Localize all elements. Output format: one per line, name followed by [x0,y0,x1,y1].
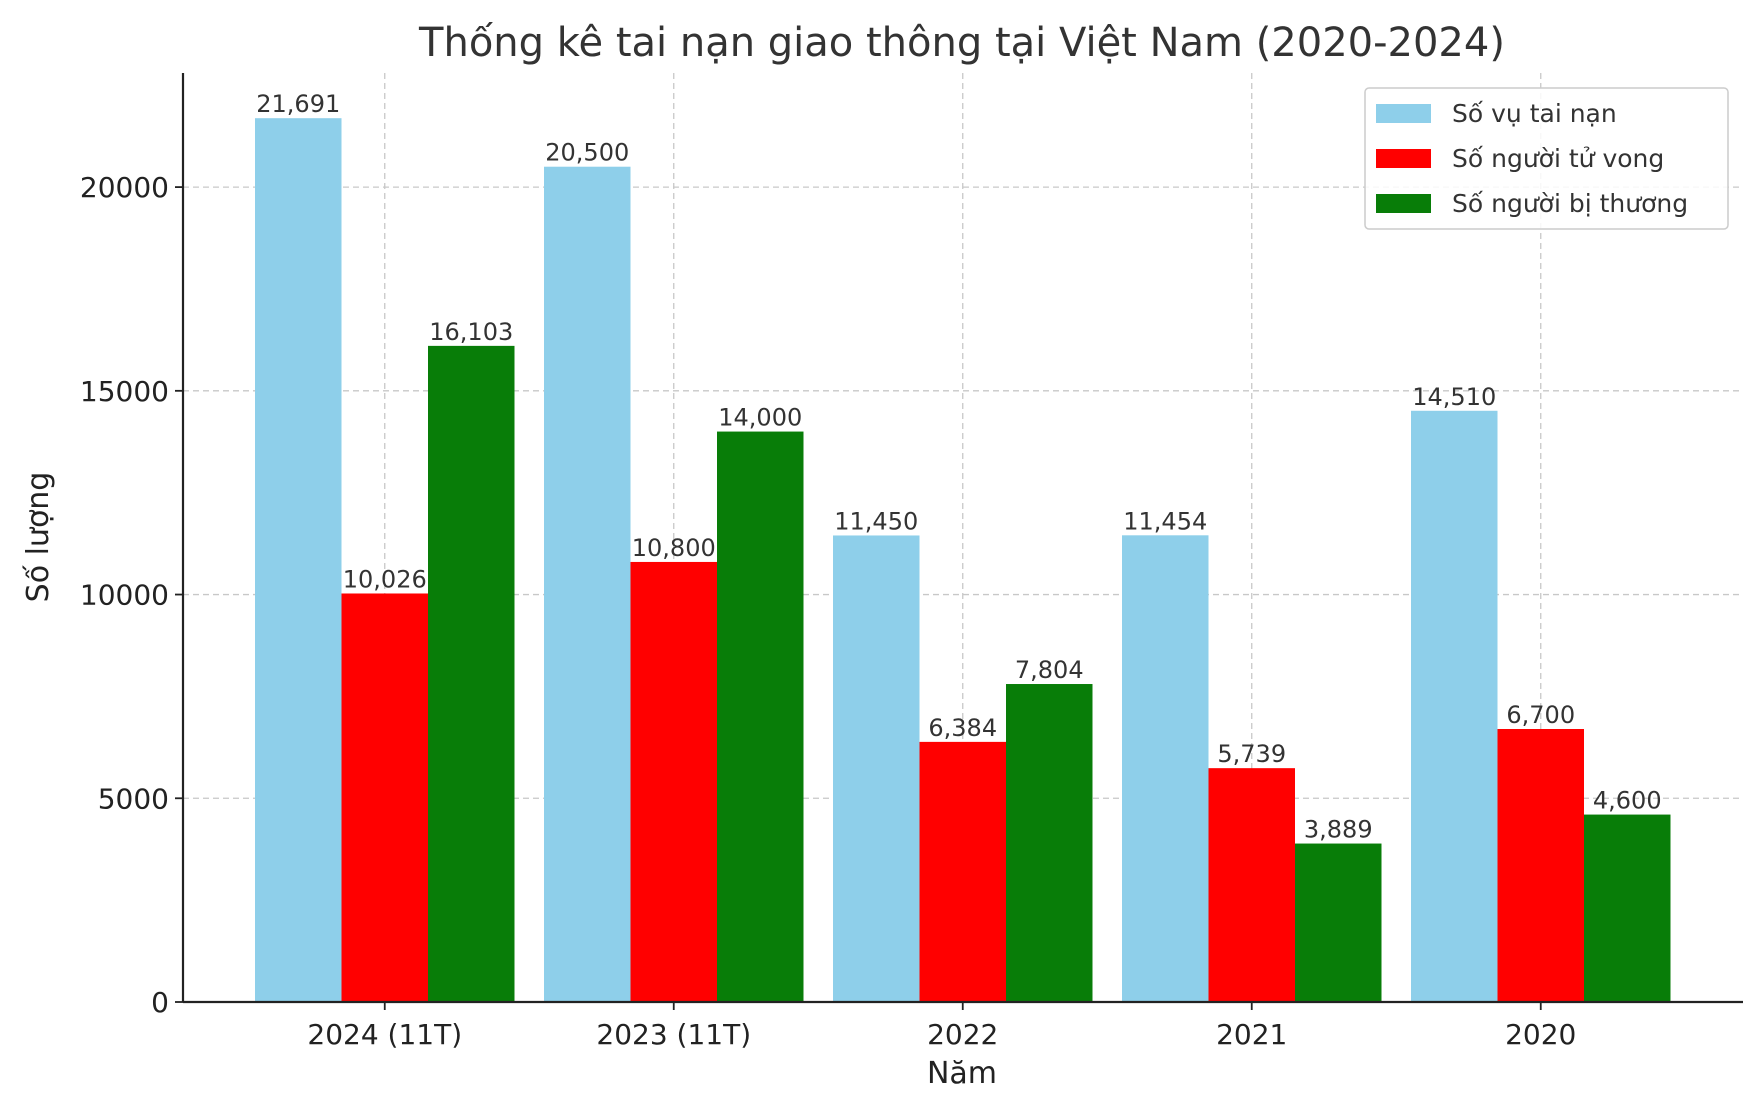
y-axis-label: Số lượng [21,472,56,603]
x-tick-label-1: 2023 (11T) [596,1018,751,1051]
data-label-s2-c2: 7,804 [1015,656,1084,684]
data-label-s2-c0: 16,103 [429,318,513,346]
legend-label-0: Số vụ tai nạn [1452,99,1617,128]
data-label-s0-c4: 14,510 [1412,383,1496,411]
x-ticks: 2024 (11T) 2023 (11T) 2022 2021 2020 [307,1002,1576,1051]
data-label-s0-c3: 11,454 [1123,507,1207,535]
bar-s2-c3 [1295,843,1382,1002]
legend-swatch-2 [1376,194,1431,213]
x-axis-label: Năm [927,1056,997,1091]
bar-s2-c0 [428,345,515,1002]
data-label-s2-c1: 14,000 [718,404,802,432]
data-label-s0-c1: 20,500 [545,139,629,167]
y-tick-label-0: 0 [151,986,169,1019]
data-label-s2-c3: 3,889 [1304,816,1373,844]
bar-s2-c2 [1006,684,1093,1002]
bar-s1-c0 [341,593,428,1002]
legend-swatch-0 [1376,104,1431,123]
bar-s1-c3 [1208,768,1295,1002]
y-ticks: 0 5000 10000 15000 20000 [80,171,183,1019]
x-tick-label-2: 2022 [927,1018,998,1051]
bar-s0-c0 [255,118,342,1002]
legend-swatch-1 [1376,149,1431,168]
data-label-s1-c0: 10,026 [343,565,427,593]
chart-title: Thống kê tai nạn giao thông tại Việt Nam… [418,20,1505,66]
bar-s0-c3 [1122,535,1209,1002]
x-tick-label-4: 2020 [1505,1018,1576,1051]
x-tick-label-0: 2024 (11T) [307,1018,462,1051]
bar-s2-c1 [717,431,804,1002]
bar-s0-c2 [833,535,920,1002]
bar-s0-c4 [1411,410,1498,1002]
x-tick-label-3: 2021 [1216,1018,1287,1051]
data-label-s0-c0: 21,691 [256,90,340,118]
data-label-s0-c2: 11,450 [834,507,918,535]
bar-s1-c1 [630,561,717,1002]
y-tick-label-3: 15000 [80,375,169,408]
bar-s0-c1 [544,166,631,1002]
data-label-s1-c2: 6,384 [928,714,997,742]
y-tick-label-2: 10000 [80,579,169,612]
y-tick-label-4: 20000 [80,171,169,204]
y-tick-label-1: 5000 [98,782,169,815]
data-label-s1-c3: 5,739 [1217,740,1286,768]
bar-s2-c4 [1584,814,1671,1002]
legend-label-2: Số người bị thương [1452,189,1688,218]
data-label-s1-c4: 6,700 [1506,701,1575,729]
data-label-s1-c1: 10,800 [632,534,716,562]
legend-frame [1364,87,1729,230]
legend-label-1: Số người tử vong [1452,144,1664,173]
data-labels: 21,691 20,500 11,450 11,454 14,510 10,026 10,8… [256,90,1661,843]
bar-s1-c2 [919,741,1006,1002]
bar-s1-c4 [1497,729,1584,1002]
data-label-s2-c4: 4,600 [1593,787,1662,815]
bars [255,118,1671,1002]
legend: Số vụ tai nạn Số người tử vong Số người bị… [1364,87,1729,230]
